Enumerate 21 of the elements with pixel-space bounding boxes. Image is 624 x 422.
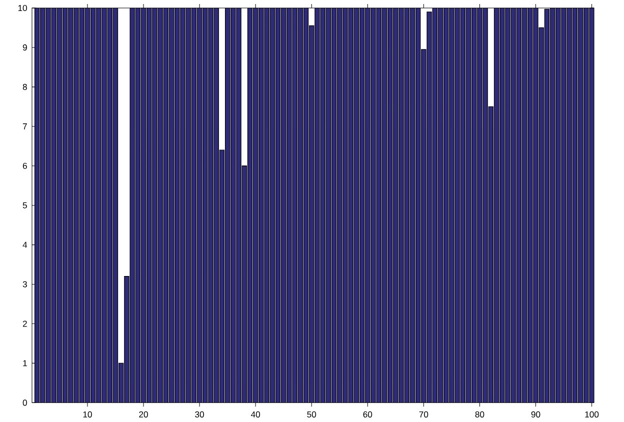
x-tick-label: 90: [531, 411, 540, 418]
x-tick-label: 20: [139, 411, 148, 418]
x-tick-label: 70: [419, 411, 428, 418]
x-tick-label: 50: [307, 411, 316, 418]
y-tick-label: 4: [22, 242, 28, 248]
x-tick-label: 80: [475, 411, 484, 418]
y-tick-label: 10: [18, 4, 27, 12]
x-tick-label: 100: [585, 411, 599, 418]
x-tick-label: 60: [363, 411, 372, 418]
x-tick-label: 30: [195, 411, 204, 418]
y-tick-label: 7: [22, 123, 27, 130]
y-tick-label: 6: [22, 162, 27, 169]
y-tick-label: 2: [22, 320, 27, 327]
y-tick-label: 3: [22, 281, 27, 288]
y-tick-label: 1: [23, 360, 27, 366]
y-tick-label: 8: [22, 84, 27, 90]
y-tick-label: 5: [22, 202, 27, 208]
y-tick-label: 0: [22, 400, 27, 406]
x-tick-label: 10: [83, 411, 92, 418]
x-tick-label: 40: [250, 411, 260, 418]
y-tick-label: 9: [22, 44, 27, 51]
